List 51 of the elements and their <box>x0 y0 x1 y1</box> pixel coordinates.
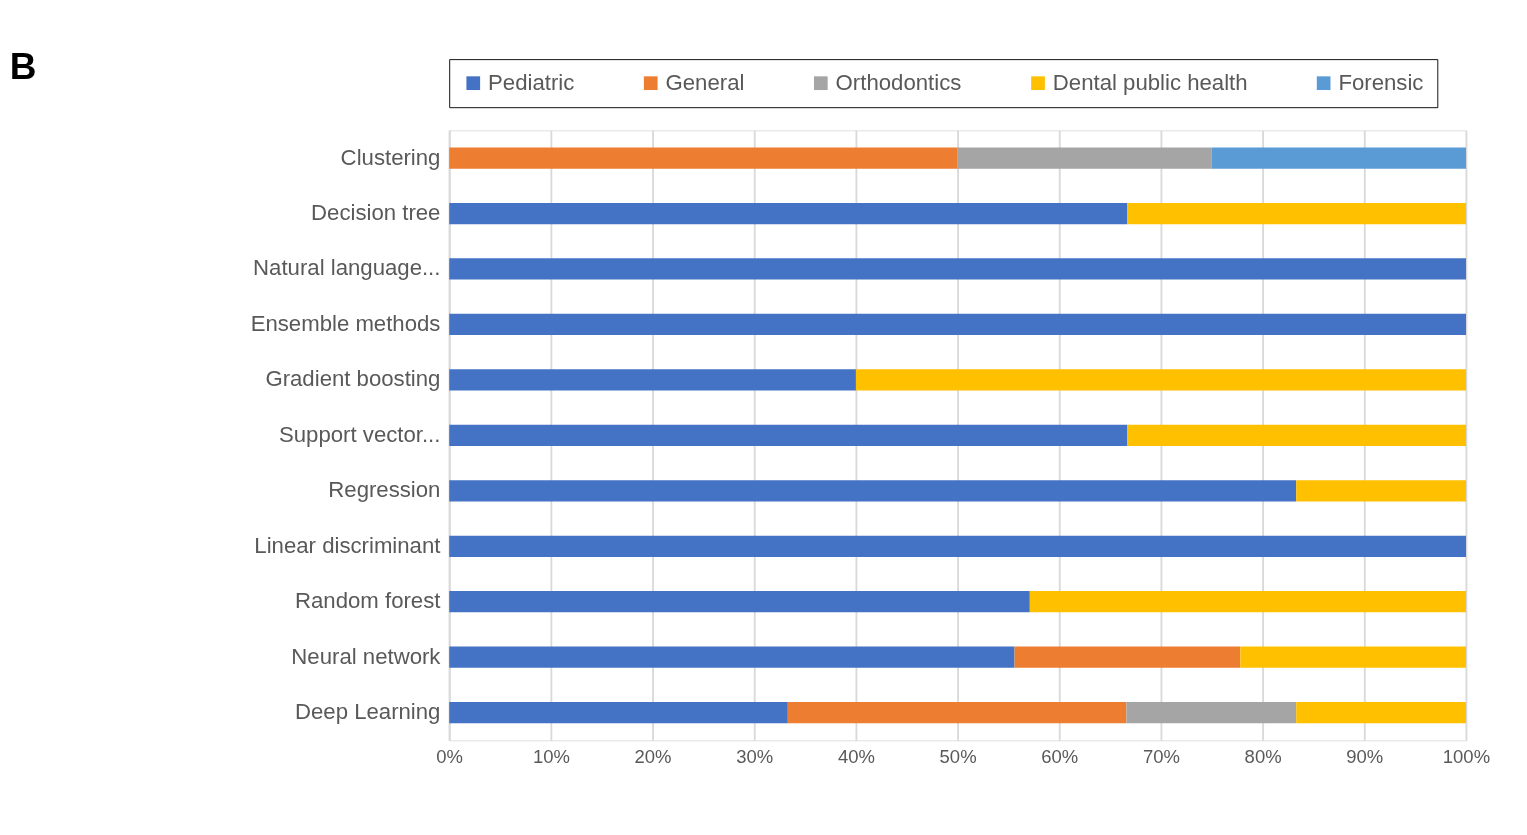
bar <box>1296 480 1466 502</box>
y-tick-label: Clustering <box>340 144 441 170</box>
bar <box>1211 147 1466 169</box>
x-tick-label: 60% <box>1041 746 1079 768</box>
bar <box>957 147 1212 169</box>
bar <box>855 369 1466 391</box>
x-tick-label: 20% <box>634 746 672 768</box>
legend-label: Forensic <box>1338 69 1424 95</box>
y-tick-label: Support vector... <box>278 421 441 447</box>
x-tick-label: 100% <box>1442 746 1491 768</box>
bar <box>449 202 1128 225</box>
legend-label: Orthodontics <box>835 69 962 95</box>
text: B <box>9 46 37 88</box>
legend-label: General <box>665 69 745 95</box>
bar <box>1127 202 1466 225</box>
x-tick-label: 50% <box>939 746 977 768</box>
y-tick-label: Natural language... <box>253 255 441 281</box>
bar <box>449 424 1128 446</box>
bar <box>449 369 856 391</box>
bar <box>1240 646 1466 668</box>
x-tick-label: 40% <box>837 746 875 768</box>
bar <box>1029 591 1466 613</box>
bar <box>449 313 1466 336</box>
bar <box>1296 702 1466 724</box>
x-tick-label: 10% <box>532 746 570 768</box>
bar <box>787 702 1127 724</box>
bar <box>449 480 1297 502</box>
y-tick-label: Gradient boosting <box>265 366 441 392</box>
y-tick-label: Linear discriminant <box>254 532 441 558</box>
bar <box>449 258 1466 280</box>
x-tick-label: 80% <box>1244 746 1282 768</box>
legend-label: Dental public health <box>1052 69 1248 95</box>
y-tick-label: Deep Learning <box>294 699 441 725</box>
y-tick-label: Random forest <box>295 588 441 614</box>
x-tick-label: 90% <box>1346 746 1384 768</box>
x-tick-label: 0% <box>436 746 464 768</box>
bar <box>1014 646 1241 668</box>
bar <box>449 702 788 724</box>
bar <box>449 535 1466 557</box>
y-tick-label: Regression <box>328 477 441 503</box>
bar <box>1126 702 1297 724</box>
bar <box>449 147 958 169</box>
x-tick-label: 70% <box>1142 746 1180 768</box>
legend-label: Pediatric <box>488 69 575 95</box>
y-tick-label: Ensemble methods <box>250 310 441 336</box>
bar <box>1127 424 1466 446</box>
bar <box>449 646 1015 668</box>
x-tick-label: 30% <box>736 746 774 768</box>
y-tick-label: Decision tree <box>311 199 441 225</box>
y-tick-label: Neural network <box>291 643 442 669</box>
bar <box>449 591 1030 613</box>
